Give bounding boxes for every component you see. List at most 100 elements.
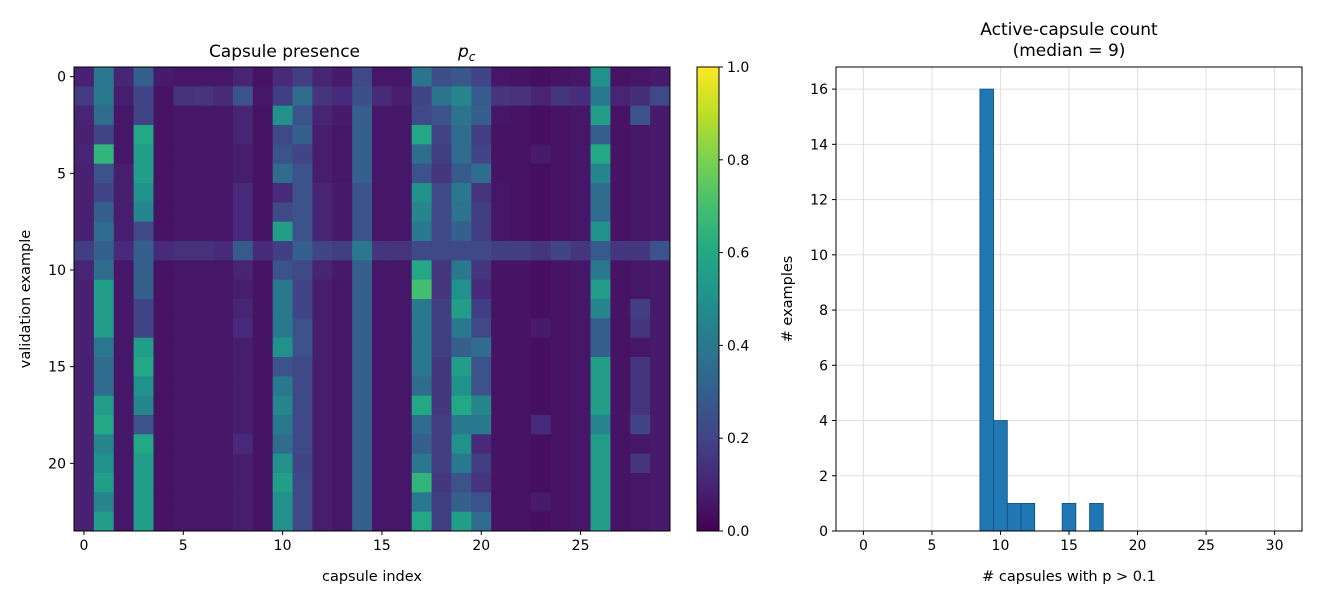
heatmap-cell [113, 279, 134, 300]
heatmap-cell [272, 453, 293, 474]
heatmap-cell [252, 376, 274, 397]
heatmap-cell [193, 260, 214, 281]
heatmap-cell [431, 473, 452, 493]
heatmap-cell [491, 183, 512, 203]
heatmap-cell [292, 473, 313, 493]
heatmap-cell [153, 241, 174, 261]
heatmap-cell [570, 434, 591, 455]
heatmap-cell [93, 241, 115, 261]
heatmap-cell [74, 125, 95, 145]
heatmap-cell [630, 415, 651, 435]
heatmap-cell [113, 415, 134, 435]
heatmap-cell [93, 86, 115, 107]
heatmap-cell [74, 453, 95, 474]
heatmap-cell [332, 183, 353, 203]
heatmap-cell [153, 376, 174, 397]
heatmap-cell [372, 125, 393, 145]
heatmap-cell [213, 105, 234, 126]
heatmap-cell [411, 395, 432, 416]
heatmap-cell [570, 299, 591, 319]
heatmap-cell [113, 492, 134, 513]
heatmap-cell [431, 299, 452, 319]
heatmap-cell [411, 376, 432, 397]
heatmap-cell [213, 453, 234, 474]
heatmap-cell [213, 415, 234, 435]
histogram-panel: Active-capsule count (median = 9) 0 5 10 15… [780, 20, 1303, 585]
heatmap-cell [590, 221, 611, 242]
heatmap-cell [570, 67, 591, 87]
heatmap-cell [570, 453, 591, 474]
heatmap-cell [352, 337, 373, 358]
heatmap-cell [272, 376, 293, 397]
heatmap-cell [471, 221, 492, 242]
heatmap-cell [272, 260, 293, 281]
heatmap-cell [630, 125, 651, 145]
heatmap-cell [272, 337, 293, 358]
heatmap-cell [133, 241, 154, 261]
heatmap-y-tick-label: 5 [57, 166, 66, 182]
heatmap-cell [471, 144, 492, 165]
heatmap-cell [451, 163, 472, 184]
heatmap-cell [153, 221, 174, 242]
heatmap-cell [372, 511, 393, 532]
heatmap-cell [372, 376, 393, 397]
heatmap-cell [570, 144, 591, 165]
heatmap-cell [93, 415, 115, 435]
heatmap-cell [630, 163, 651, 184]
heatmap-cell [650, 241, 671, 261]
heatmap-cell [650, 125, 671, 145]
heatmap-cell [431, 202, 452, 223]
heatmap-cell [491, 241, 512, 261]
heatmap-cell [173, 376, 194, 397]
heatmap-cell [431, 241, 452, 261]
heatmap-cell [232, 376, 254, 397]
heatmap-cell [590, 473, 611, 493]
heatmap-cell [411, 318, 432, 339]
heatmap-y-tick-label: 20 [48, 456, 66, 472]
heatmap-cell [232, 144, 254, 165]
histogram-bar [979, 88, 995, 532]
heatmap-cell [352, 221, 373, 242]
heatmap-cell [193, 318, 214, 339]
heatmap-cell [153, 492, 174, 513]
heatmap-cell [411, 337, 432, 358]
heatmap-cell [113, 86, 134, 107]
colorbar-tick-label: 0.8 [727, 153, 749, 169]
heatmap-cell [471, 86, 492, 107]
heatmap-x-tick-label: 10 [274, 538, 292, 554]
heatmap-cell [252, 318, 274, 339]
heatmap-cell [173, 221, 194, 242]
heatmap-cell [272, 163, 293, 184]
heatmap-cell [610, 357, 631, 377]
heatmap-cell [74, 241, 95, 261]
colorbar-tick-label: 0.2 [727, 431, 749, 447]
heatmap-cell [113, 453, 134, 474]
heatmap-cell [352, 318, 373, 339]
heatmap-cell [133, 86, 154, 107]
heatmap-cell [173, 318, 194, 339]
heatmap-cell [213, 299, 234, 319]
heatmap-cell [630, 434, 651, 455]
heatmap-cell [372, 357, 393, 377]
heatmap-cell [352, 492, 373, 513]
heatmap-cell [252, 163, 274, 184]
heatmap-cell [451, 376, 472, 397]
heatmap-cell [590, 67, 611, 87]
heatmap-cell [471, 511, 492, 532]
heatmap-y-tick-label: 0 [57, 70, 66, 86]
heatmap-cell [352, 453, 373, 474]
heatmap-cell [610, 163, 631, 184]
heatmap-cell [391, 183, 413, 203]
heatmap-cell [272, 221, 293, 242]
heatmap-cell [391, 86, 413, 107]
heatmap-cell [391, 202, 413, 223]
heatmap-cell [113, 202, 134, 223]
heatmap-cell [173, 86, 194, 107]
heatmap-cell [93, 299, 115, 319]
heatmap-cell [312, 183, 333, 203]
heatmap-cell [372, 183, 393, 203]
heatmap-cell [590, 492, 611, 513]
heatmap-cell [113, 511, 134, 532]
heatmap-cell [650, 299, 671, 319]
